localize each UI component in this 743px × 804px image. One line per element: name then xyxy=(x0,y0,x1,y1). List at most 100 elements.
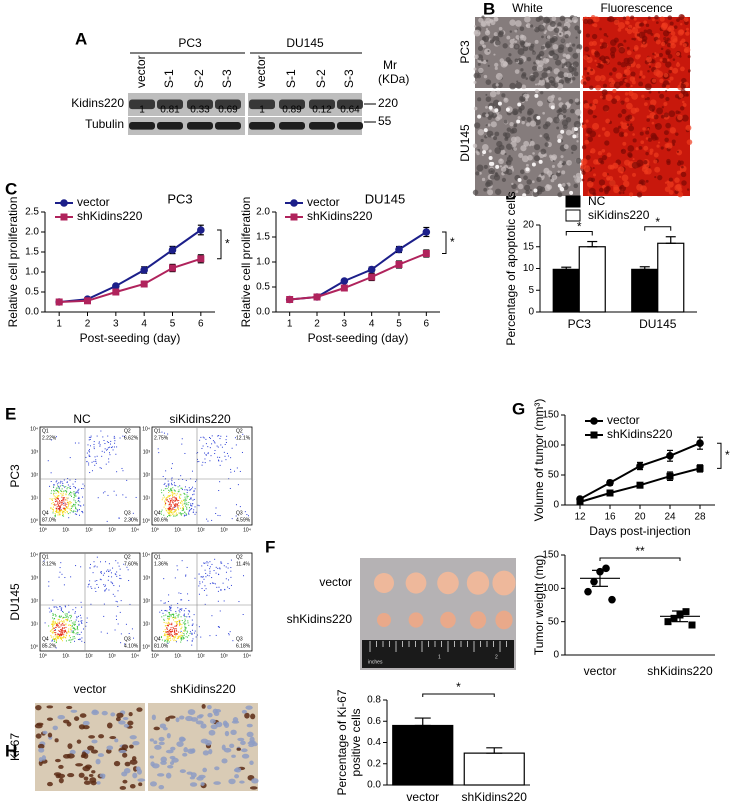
event xyxy=(111,582,113,584)
cell-texture xyxy=(650,99,657,106)
cell-texture xyxy=(591,33,598,40)
event xyxy=(224,455,226,457)
event xyxy=(104,585,106,587)
event xyxy=(107,447,109,449)
cell-texture xyxy=(526,116,532,122)
event xyxy=(81,511,83,513)
event xyxy=(194,577,196,579)
bright-cell xyxy=(538,159,543,164)
event xyxy=(174,514,176,516)
cell-texture xyxy=(588,68,596,76)
event xyxy=(184,486,186,488)
event xyxy=(200,576,202,578)
event xyxy=(48,625,50,627)
cell-texture xyxy=(618,46,626,54)
cell-texture xyxy=(622,191,625,194)
cell-texture xyxy=(572,43,576,47)
event xyxy=(166,488,168,490)
cell-texture xyxy=(517,48,525,56)
event xyxy=(165,497,167,499)
cell-texture xyxy=(680,171,687,178)
nucleus xyxy=(57,773,66,779)
event xyxy=(73,504,75,506)
event xyxy=(172,627,174,629)
event xyxy=(55,509,57,511)
legend-swatch xyxy=(565,209,581,222)
x-tick-label: vector xyxy=(406,790,439,804)
event xyxy=(239,506,241,508)
event xyxy=(175,612,177,614)
event xyxy=(172,501,174,503)
event xyxy=(179,619,181,621)
cell-texture xyxy=(515,35,520,40)
nucleus xyxy=(46,717,53,721)
cell-texture xyxy=(617,125,622,129)
event xyxy=(94,464,96,466)
quadrant-name: Q3 xyxy=(236,636,243,642)
event xyxy=(107,569,109,571)
marker xyxy=(368,273,376,281)
cell-texture xyxy=(530,138,533,141)
event xyxy=(217,435,219,437)
event xyxy=(172,626,174,628)
event xyxy=(204,458,206,460)
flow-tick: 10⁴ xyxy=(30,552,38,558)
event xyxy=(57,638,59,640)
cell-texture xyxy=(584,139,590,145)
event xyxy=(167,486,169,488)
cell-texture xyxy=(485,113,489,117)
marker xyxy=(636,462,644,470)
event xyxy=(178,592,180,594)
event xyxy=(61,627,63,629)
nucleus xyxy=(224,730,230,737)
nucleus xyxy=(209,718,216,724)
event xyxy=(61,496,63,498)
cell-texture xyxy=(513,43,520,50)
event xyxy=(222,582,224,584)
cell-texture xyxy=(503,119,508,124)
legend-marker xyxy=(60,199,68,207)
column-label: NC xyxy=(73,412,91,426)
panel-letter: G xyxy=(512,399,525,418)
flow-tick: 10³ xyxy=(108,527,116,533)
cell-texture xyxy=(541,35,544,39)
event xyxy=(70,620,72,622)
event xyxy=(63,490,65,492)
cell-texture xyxy=(681,180,687,186)
event xyxy=(60,607,62,609)
cell-texture xyxy=(521,116,526,121)
event xyxy=(175,505,177,507)
cell-texture xyxy=(655,21,659,25)
lane-label: S-3 xyxy=(220,69,234,88)
event xyxy=(78,509,80,511)
legend-label: vector xyxy=(77,195,110,209)
cell-texture xyxy=(584,46,590,52)
event xyxy=(74,640,76,642)
event xyxy=(56,498,58,500)
cell-texture xyxy=(523,184,531,191)
cell-texture xyxy=(575,48,581,54)
event xyxy=(180,500,182,502)
cell-texture xyxy=(639,131,644,136)
quadrant-percent: 12.1% xyxy=(236,435,251,441)
event xyxy=(94,565,96,567)
event xyxy=(55,511,57,513)
legend-marker xyxy=(290,199,298,207)
event xyxy=(206,574,208,576)
event xyxy=(117,623,119,625)
event xyxy=(225,571,227,573)
cell-texture xyxy=(666,142,673,149)
cell-texture xyxy=(524,16,531,23)
event xyxy=(214,583,216,585)
event xyxy=(170,509,172,511)
event xyxy=(72,627,74,629)
event xyxy=(62,635,64,637)
cell-texture xyxy=(516,57,524,65)
event xyxy=(176,633,178,635)
event xyxy=(55,492,57,494)
cell-texture xyxy=(676,18,680,23)
event xyxy=(89,580,91,582)
cell-texture xyxy=(504,136,509,141)
event xyxy=(186,631,188,633)
cell-texture xyxy=(574,98,579,103)
